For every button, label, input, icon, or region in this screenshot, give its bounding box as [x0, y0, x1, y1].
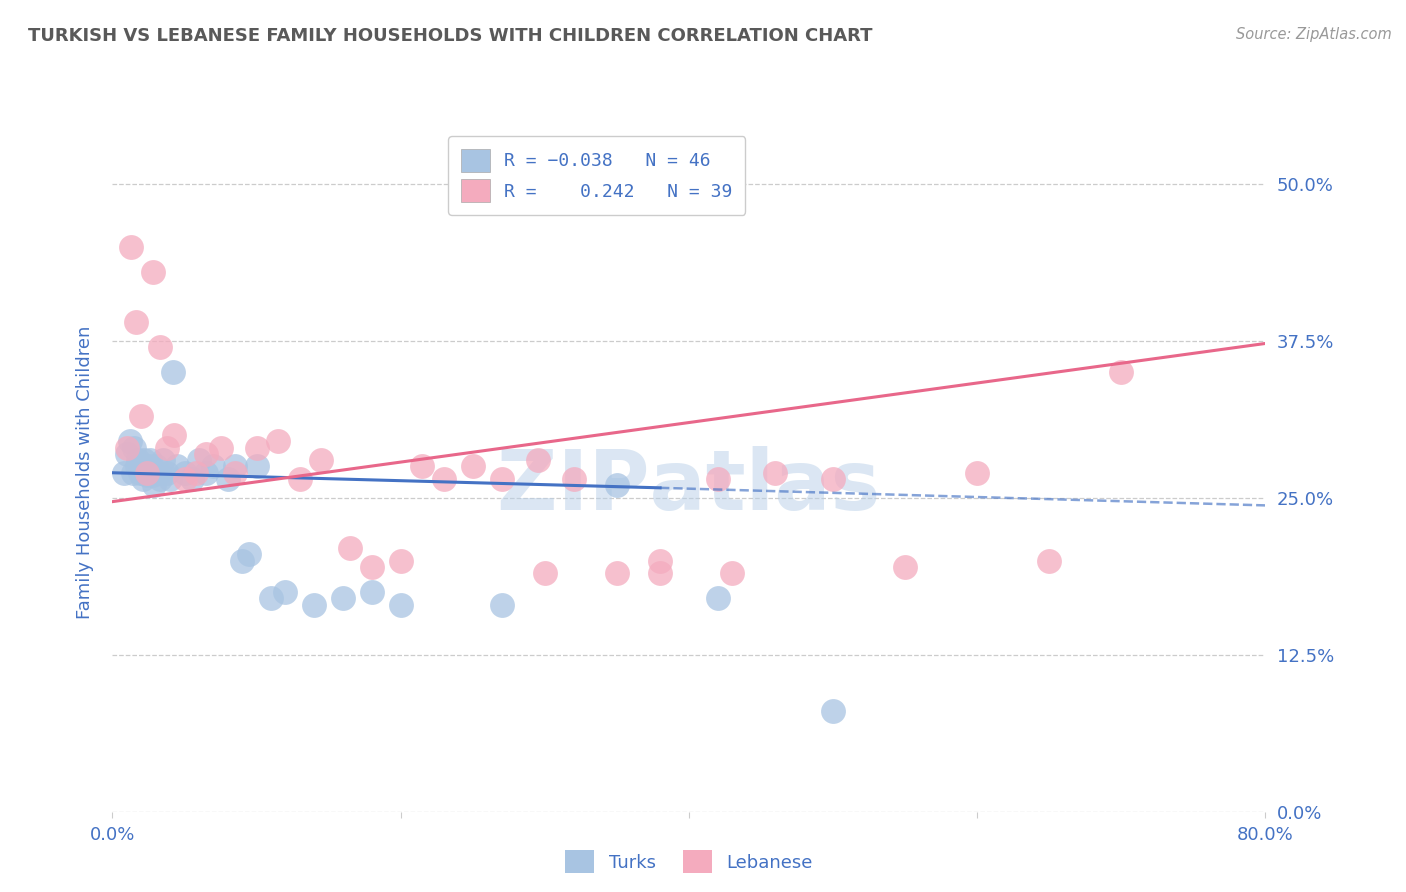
Point [231, 554, 253, 568]
Point [120, 240, 142, 254]
Point [562, 472, 585, 486]
Point [491, 472, 513, 486]
Point [132, 472, 155, 486]
Point [112, 466, 135, 480]
Text: ZIP​atlas: ZIP​atlas [498, 446, 880, 527]
Point [121, 466, 143, 480]
Point [159, 472, 181, 486]
Point [217, 472, 239, 486]
Point [606, 566, 628, 581]
Point [135, 463, 157, 477]
Point [149, 340, 172, 354]
Legend: Turks, Lebanese: Turks, Lebanese [558, 843, 820, 880]
Point [180, 472, 202, 486]
Point [149, 472, 172, 486]
Point [311, 453, 333, 467]
Point [491, 598, 513, 612]
Point [142, 468, 165, 483]
Point [721, 566, 744, 581]
Point [224, 459, 246, 474]
Point [288, 472, 311, 486]
Point [821, 472, 844, 486]
Point [706, 472, 728, 486]
Point [304, 598, 326, 612]
Point [339, 541, 361, 555]
Point [184, 466, 207, 480]
Point [139, 453, 162, 467]
Point [145, 459, 167, 474]
Point [166, 459, 188, 474]
Point [360, 585, 382, 599]
Point [142, 265, 165, 279]
Point [389, 554, 412, 568]
Point [245, 459, 267, 474]
Point [152, 453, 174, 467]
Point [122, 441, 145, 455]
Y-axis label: Family Households with Children: Family Households with Children [76, 326, 94, 619]
Point [163, 428, 186, 442]
Point [156, 466, 179, 480]
Point [411, 459, 433, 474]
Point [141, 463, 163, 477]
Point [115, 441, 138, 455]
Point [128, 466, 150, 480]
Point [125, 459, 148, 474]
Point [136, 466, 159, 480]
Point [389, 598, 412, 612]
Point [129, 409, 153, 424]
Point [648, 566, 672, 581]
Point [1111, 365, 1133, 379]
Text: TURKISH VS LEBANESE FAMILY HOUSEHOLDS WITH CHILDREN CORRELATION CHART: TURKISH VS LEBANESE FAMILY HOUSEHOLDS WI… [28, 27, 873, 45]
Point [245, 441, 267, 455]
Point [267, 434, 290, 449]
Point [129, 459, 153, 474]
Point [461, 459, 484, 474]
Point [202, 459, 225, 474]
Point [606, 478, 628, 492]
Point [143, 478, 166, 492]
Point [360, 560, 382, 574]
Point [173, 466, 195, 480]
Point [332, 591, 354, 606]
Point [195, 466, 218, 480]
Point [526, 453, 548, 467]
Point [124, 315, 146, 329]
Point [136, 468, 159, 483]
Point [173, 472, 195, 486]
Point [966, 466, 988, 480]
Text: Source: ZipAtlas.com: Source: ZipAtlas.com [1236, 27, 1392, 42]
Point [195, 447, 218, 461]
Point [148, 466, 170, 480]
Point [274, 585, 297, 599]
Point [433, 472, 456, 486]
Point [118, 434, 141, 449]
Point [821, 704, 844, 718]
Point [238, 547, 260, 561]
Point [138, 459, 160, 474]
Point [706, 591, 728, 606]
Point [648, 554, 672, 568]
Point [162, 365, 184, 379]
Point [533, 566, 555, 581]
Point [224, 466, 246, 480]
Point [765, 466, 787, 480]
Point [260, 591, 283, 606]
Point [894, 560, 917, 574]
Point [127, 453, 149, 467]
Point [134, 453, 156, 467]
Point [1038, 554, 1060, 568]
Point [115, 447, 138, 461]
Point [188, 453, 211, 467]
Point [209, 441, 232, 455]
Point [156, 441, 179, 455]
